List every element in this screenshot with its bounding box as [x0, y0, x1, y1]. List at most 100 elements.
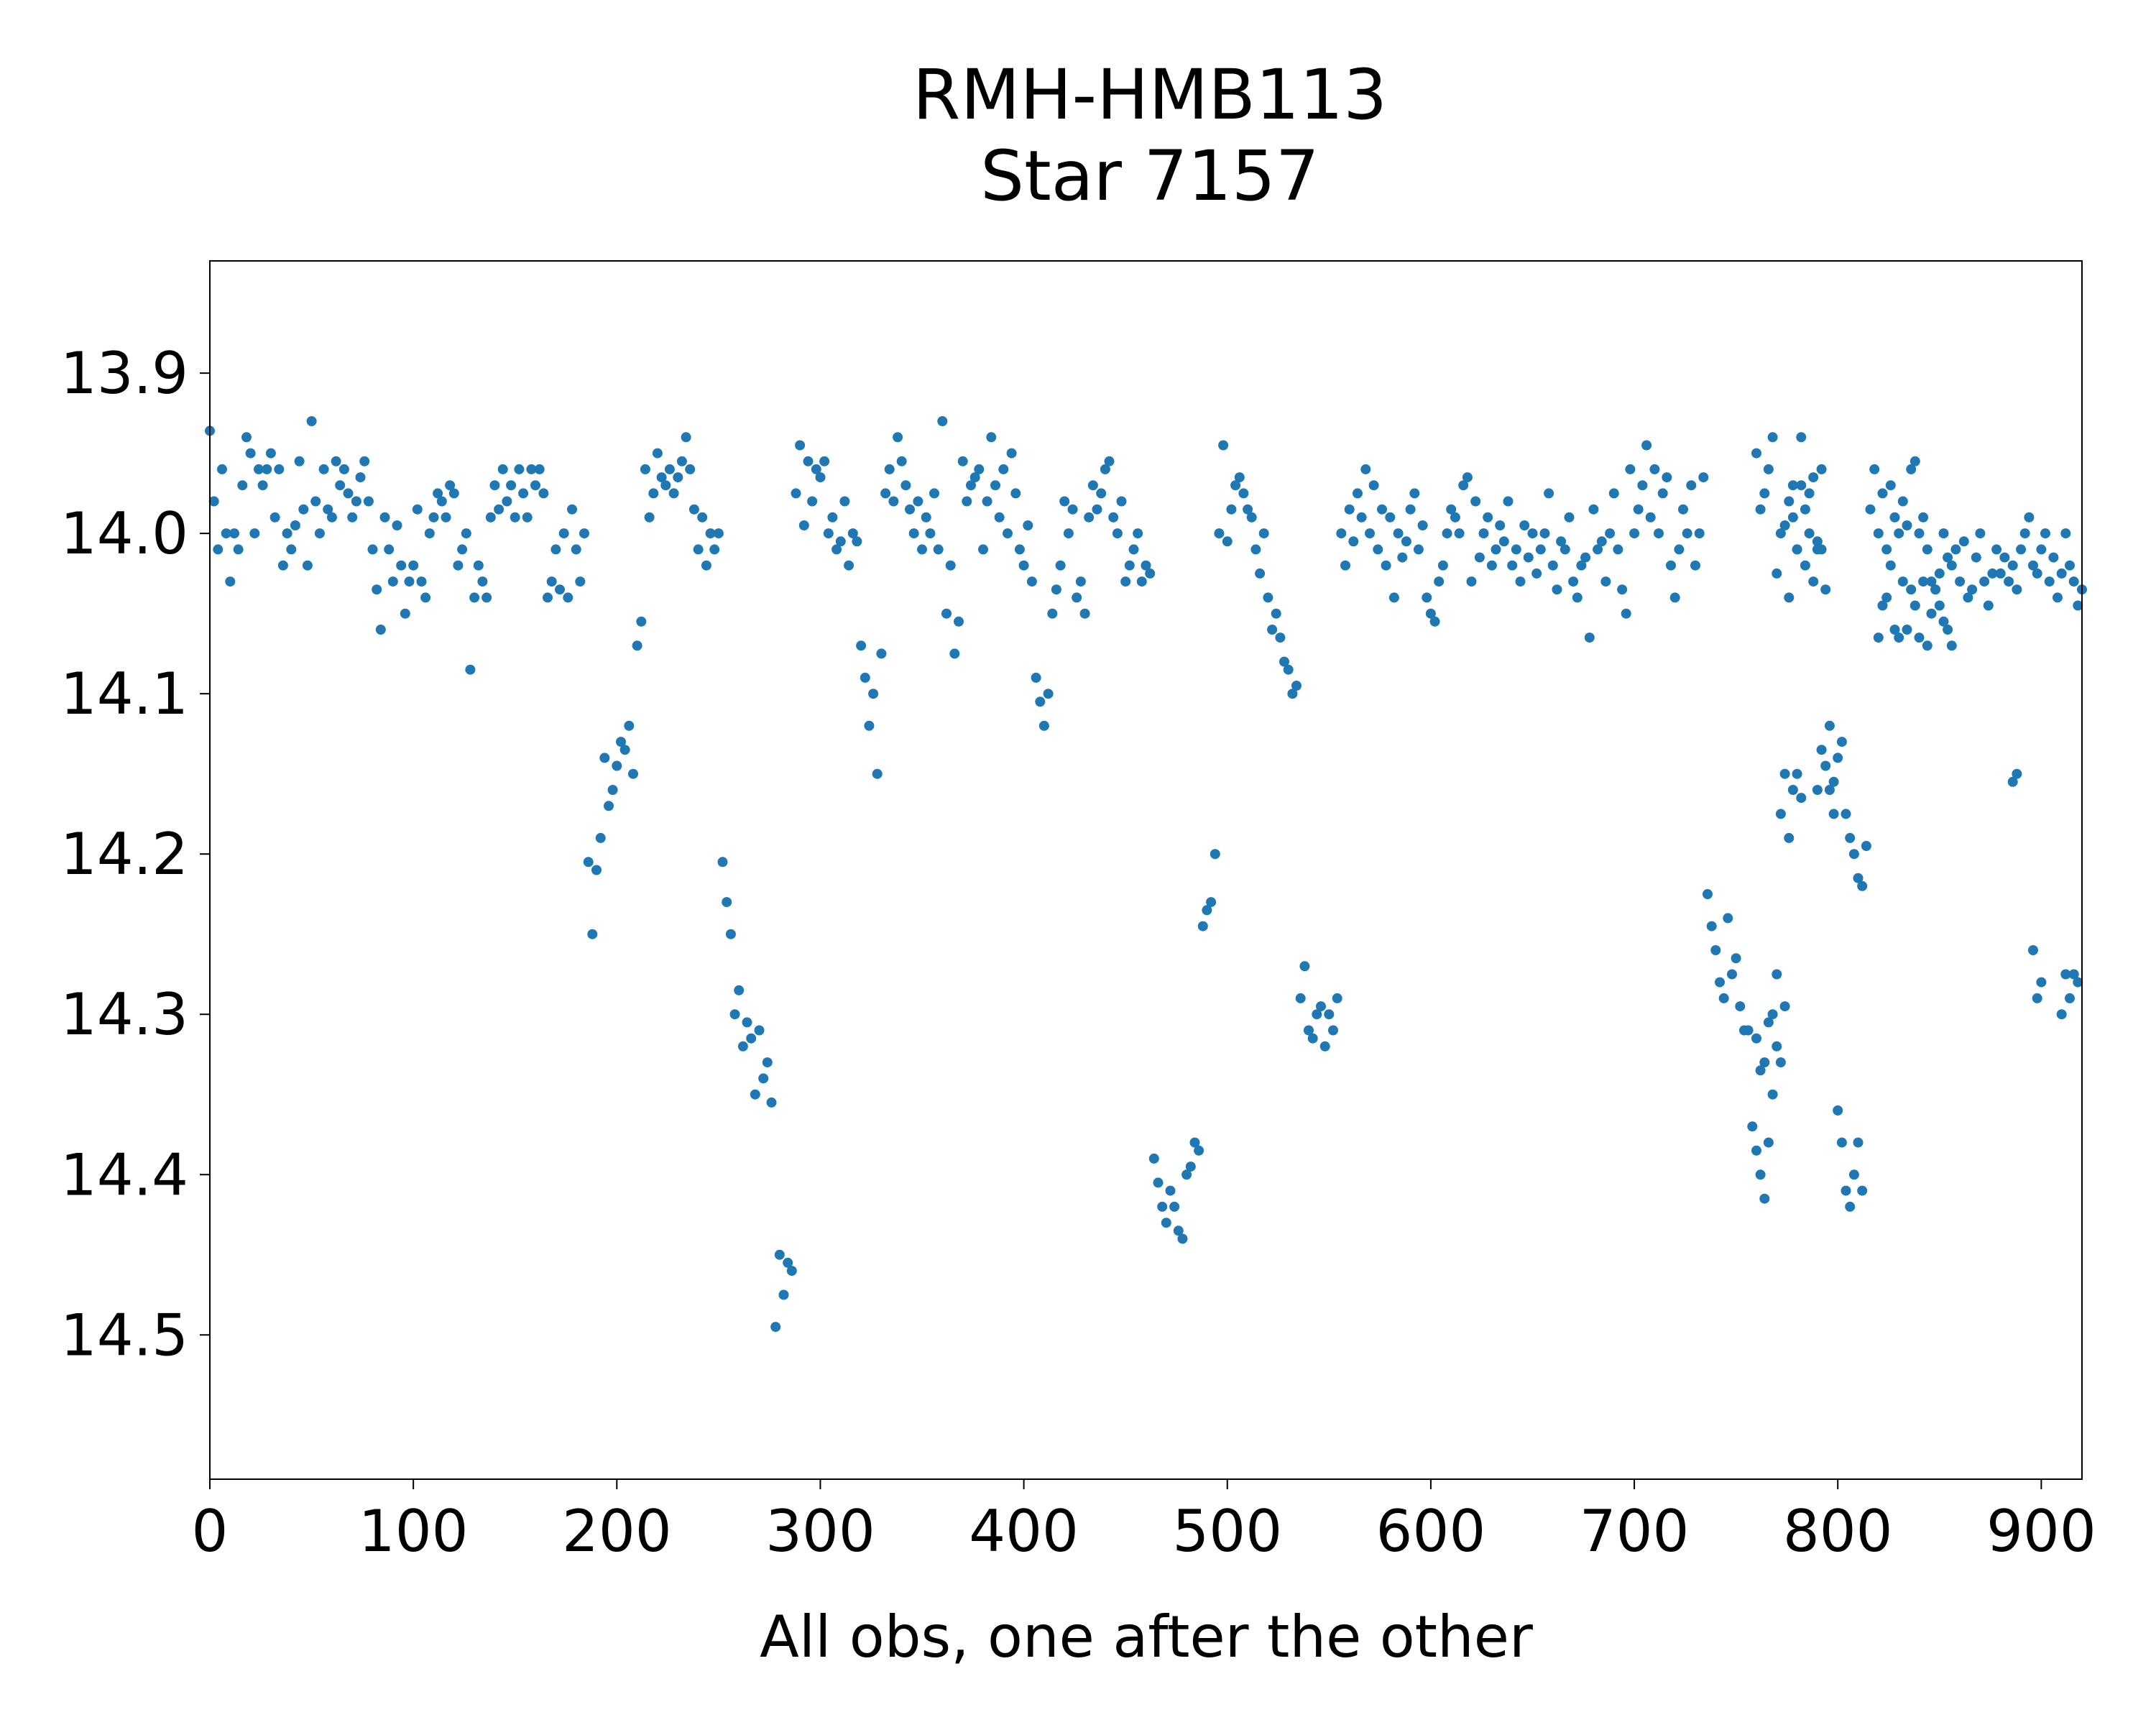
data-point — [1845, 1201, 1856, 1212]
data-point — [1319, 1041, 1330, 1052]
data-point — [563, 592, 573, 603]
data-point — [1328, 1025, 1338, 1036]
data-point — [1792, 544, 1802, 555]
data-point — [1006, 448, 1017, 459]
data-point — [2065, 993, 2075, 1003]
data-point — [1047, 608, 1058, 619]
data-point — [1576, 560, 1587, 571]
data-point — [1914, 528, 1925, 539]
data-point — [221, 528, 231, 539]
data-point — [2056, 1009, 2067, 1020]
data-point — [1210, 849, 1220, 860]
data-point — [249, 528, 260, 539]
data-point — [807, 496, 818, 507]
data-point — [1861, 841, 1871, 851]
data-point — [717, 857, 728, 868]
data-point — [1153, 1177, 1164, 1188]
data-point — [1405, 504, 1416, 515]
data-point — [445, 480, 456, 491]
data-point — [1889, 512, 1900, 523]
data-point — [1772, 969, 1782, 980]
data-point — [575, 576, 586, 587]
x-tick-label: 600 — [1376, 1498, 1486, 1565]
data-point — [1613, 544, 1623, 555]
data-point — [1527, 528, 1538, 539]
data-point — [1759, 1193, 1770, 1204]
data-point — [1491, 544, 1501, 555]
y-tick-label: 14.1 — [60, 661, 188, 727]
data-point — [1943, 552, 1953, 563]
data-point — [1772, 1041, 1782, 1052]
data-point — [1918, 576, 1929, 587]
data-point — [791, 488, 801, 499]
data-point — [896, 456, 907, 466]
data-point — [2032, 568, 2042, 579]
data-point — [888, 496, 899, 507]
data-point — [1816, 544, 1827, 555]
data-point — [343, 488, 354, 499]
data-point — [441, 512, 451, 523]
data-point — [872, 768, 883, 779]
data-point — [2012, 584, 2022, 595]
data-point — [1495, 520, 1506, 530]
data-point — [1918, 512, 1929, 523]
data-point — [1051, 584, 1061, 595]
data-point — [359, 456, 370, 466]
data-point — [1824, 785, 1835, 795]
data-point — [962, 496, 972, 507]
data-point — [514, 464, 525, 474]
data-point — [2065, 560, 2075, 571]
data-point — [1759, 1057, 1770, 1068]
data-point — [616, 737, 626, 748]
data-point — [880, 488, 891, 499]
data-point — [1434, 576, 1445, 587]
data-point — [1267, 625, 1278, 635]
data-point — [1038, 720, 1049, 731]
data-point — [1552, 584, 1562, 595]
data-point — [1165, 1185, 1176, 1196]
data-point — [1580, 552, 1591, 563]
data-point — [1503, 496, 1514, 507]
data-point — [477, 576, 488, 587]
data-point — [2036, 544, 2047, 555]
data-point — [1299, 961, 1310, 972]
data-point — [921, 512, 931, 523]
data-point — [1763, 1137, 1774, 1148]
data-point — [1897, 496, 1908, 507]
data-point — [1483, 512, 1493, 523]
data-point — [929, 488, 939, 499]
data-point — [1743, 1025, 1754, 1036]
data-point — [1539, 528, 1550, 539]
data-point — [1820, 584, 1831, 595]
chart-title-line-2: Star 7157 — [980, 136, 1319, 216]
data-point — [1373, 544, 1383, 555]
data-point — [1263, 592, 1273, 603]
data-point — [2048, 552, 2059, 563]
data-point — [1429, 616, 1440, 627]
data-point — [384, 544, 395, 555]
data-point — [1759, 488, 1770, 499]
data-point — [725, 929, 736, 939]
data-point — [628, 768, 638, 779]
data-point — [1637, 480, 1648, 491]
data-point — [1588, 504, 1599, 515]
data-point — [1593, 544, 1603, 555]
data-point — [1946, 560, 1957, 571]
data-point — [1368, 480, 1379, 491]
data-point — [387, 576, 398, 587]
data-point — [1189, 1137, 1200, 1148]
data-point — [282, 528, 292, 539]
data-point — [1800, 560, 1810, 571]
data-point — [1873, 528, 1884, 539]
data-point — [1511, 544, 1521, 555]
data-point — [225, 576, 236, 587]
data-point — [1967, 584, 1978, 595]
data-point — [945, 560, 956, 571]
data-point — [978, 544, 988, 555]
data-point — [1446, 504, 1457, 515]
data-point — [1222, 536, 1233, 547]
data-point — [1197, 921, 1208, 932]
data-point — [685, 464, 696, 474]
data-point — [1353, 488, 1363, 499]
data-point — [270, 512, 280, 523]
